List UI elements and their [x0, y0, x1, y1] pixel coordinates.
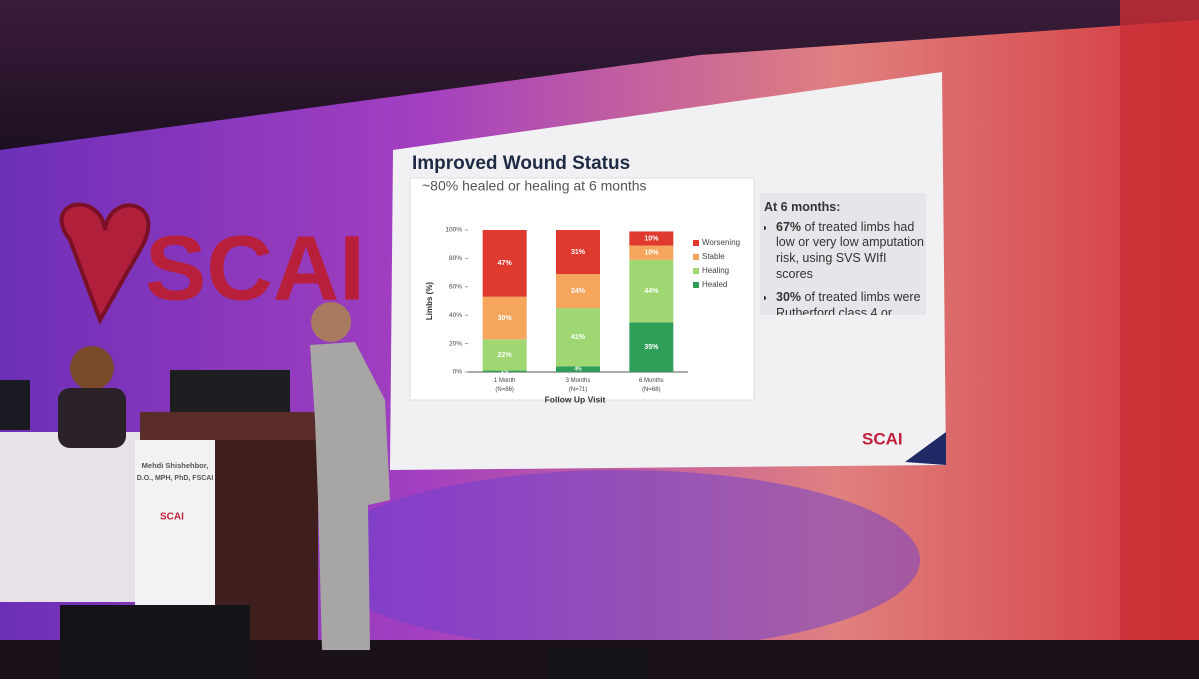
- legend-label: Healed: [702, 280, 727, 289]
- legend-label: Stable: [702, 252, 725, 261]
- chart-subtitle: ~80% healed or healing at 6 months: [422, 178, 647, 194]
- stage-monitor: [548, 648, 648, 679]
- bar-segment: [556, 308, 600, 367]
- bar-segment: [629, 322, 674, 372]
- note-highlight: 30%: [776, 290, 802, 305]
- value-label: 24%: [571, 288, 586, 295]
- panelist-head: [70, 346, 114, 390]
- notes-heading: At 6 months:: [764, 200, 841, 214]
- bar-segment: [482, 230, 527, 297]
- laptop: [170, 370, 290, 412]
- y-tick-label: 80%: [449, 255, 462, 262]
- wall-panel: [1120, 0, 1199, 679]
- bar-segment: [556, 274, 600, 309]
- light-pattern: [320, 470, 920, 650]
- speaker-head: [311, 302, 351, 342]
- value-label: 4%: [574, 366, 582, 372]
- note-text: of treated limbs were Rutherford class 4…: [776, 290, 921, 315]
- y-tick-label: 20%: [449, 340, 462, 347]
- bar-segment: [556, 366, 600, 372]
- value-label: 47%: [498, 260, 513, 267]
- y-tick-label: 40%: [449, 312, 462, 319]
- bar-segment: [629, 259, 674, 323]
- nameplate: [135, 440, 215, 610]
- slide-corner: [905, 432, 946, 465]
- podium-top: [140, 412, 330, 442]
- notes-list: 67% of treated limbs had low or very low…: [764, 220, 926, 315]
- value-label: 44%: [644, 288, 659, 295]
- panelist-2: [0, 380, 30, 430]
- bar-segment: [482, 296, 527, 340]
- nameplate-name: Mehdi Shishehbor,: [142, 461, 209, 470]
- slide-logo: SCAI: [862, 429, 903, 448]
- value-label: 31%: [571, 249, 586, 256]
- nameplate-credentials: D.O., MPH, PhD, FSCAI: [137, 475, 214, 482]
- bar-segment: [482, 339, 527, 371]
- y-tick-label: 100%: [445, 227, 462, 234]
- ceiling: [0, 0, 1199, 150]
- legend-swatch: [693, 254, 699, 260]
- note-item: 30% of treated limbs were Rutherford cla…: [776, 290, 926, 315]
- bar-segment: [482, 370, 527, 372]
- y-tick-label: 60%: [449, 284, 462, 291]
- y-axis-label: Limbs (%): [425, 282, 434, 321]
- value-label: 35%: [644, 344, 659, 351]
- note-highlight: 67%: [776, 219, 802, 234]
- value-label: 41%: [571, 334, 586, 341]
- y-tick-label: 0%: [453, 369, 463, 376]
- notes-text: At 6 months: 67% of treated limbs had lo…: [764, 200, 926, 315]
- speaker-monitor: [60, 605, 250, 679]
- note-item: 67% of treated limbs had low or very low…: [776, 220, 926, 283]
- note-text: of treated limbs had low or very low amp…: [776, 219, 924, 281]
- legend-swatch: [693, 268, 699, 274]
- x-tick-label: 3 Months (N=71): [566, 378, 591, 393]
- legend-label: Worsening: [702, 238, 740, 247]
- notes: At 6 months: 67% of treated limbs had lo…: [764, 200, 926, 315]
- value-label: 30%: [498, 315, 513, 322]
- legend-label: Healing: [702, 266, 729, 275]
- legend-swatch: [693, 282, 699, 288]
- value-label: 22%: [498, 352, 513, 359]
- nameplate-logo: SCAI: [160, 512, 184, 523]
- value-label: 10%: [644, 250, 659, 257]
- panelist-body: [58, 388, 126, 448]
- speaker-body: [310, 342, 390, 650]
- chart-title: Improved Wound Status: [412, 153, 630, 174]
- x-tick-label: 6 Months (N=68): [639, 378, 664, 393]
- value-label: 10%: [644, 235, 659, 242]
- backdrop-heart: [59, 202, 151, 325]
- legend-swatch: [693, 240, 699, 246]
- x-tick-label: 1 Month (N=86): [494, 378, 516, 393]
- bar-segment: [629, 231, 674, 246]
- x-axis-label: Follow Up Visit: [545, 394, 606, 404]
- value-label: 1%: [501, 369, 509, 375]
- note-box: [760, 193, 926, 315]
- bar-segment: [629, 245, 674, 260]
- bar-segment: [556, 230, 600, 275]
- panel-table: [0, 432, 140, 602]
